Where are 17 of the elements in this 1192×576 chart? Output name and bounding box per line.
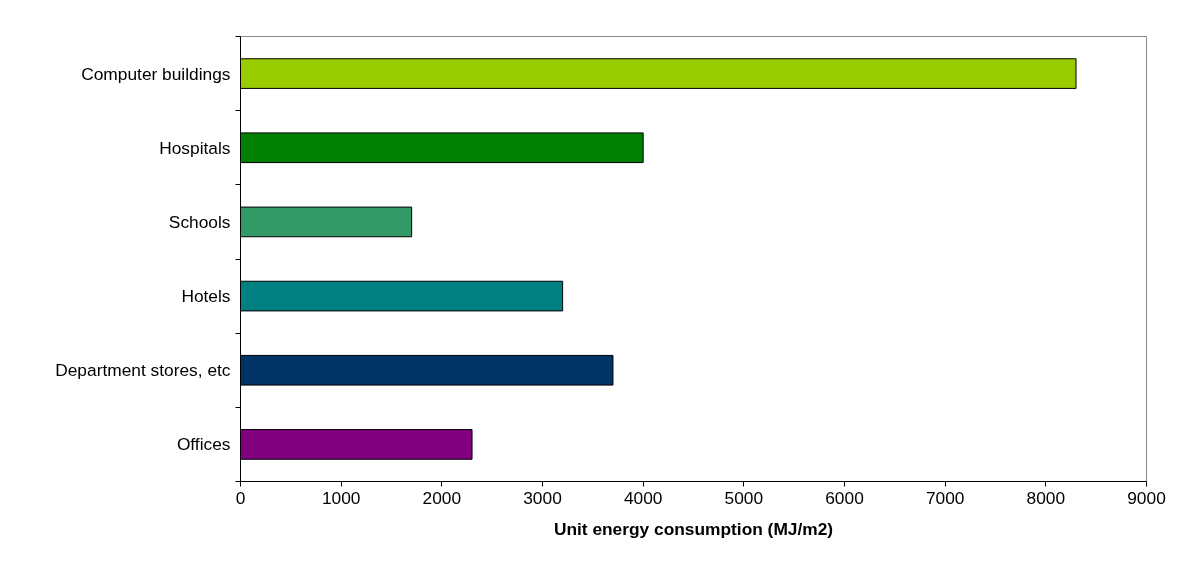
x-tick-label: 1000 (321, 487, 361, 508)
x-tick-label: 0 (235, 487, 246, 508)
x-tick-label: 7000 (925, 487, 965, 508)
x-tick-label: 6000 (825, 487, 864, 508)
y-tick-label: Schools (168, 211, 231, 232)
x-tick-label: 2000 (422, 487, 462, 508)
x-tick-label: 5000 (724, 487, 764, 508)
x-tick-label: 3000 (523, 487, 562, 508)
y-tick-label: Hotels (181, 286, 231, 307)
y-tick-label: Computer buildings (81, 63, 231, 84)
y-tick-label: Hospitals (159, 137, 231, 158)
x-tick-label: 8000 (1026, 487, 1066, 508)
x-tick-label: 4000 (623, 487, 663, 508)
x-tick-label: 9000 (1127, 487, 1166, 508)
y-tick-label: Department stores, etc (55, 360, 231, 381)
y-tick-label: Offices (176, 434, 231, 455)
x-axis-title: Unit energy consumption (MJ/m2) (553, 518, 834, 539)
